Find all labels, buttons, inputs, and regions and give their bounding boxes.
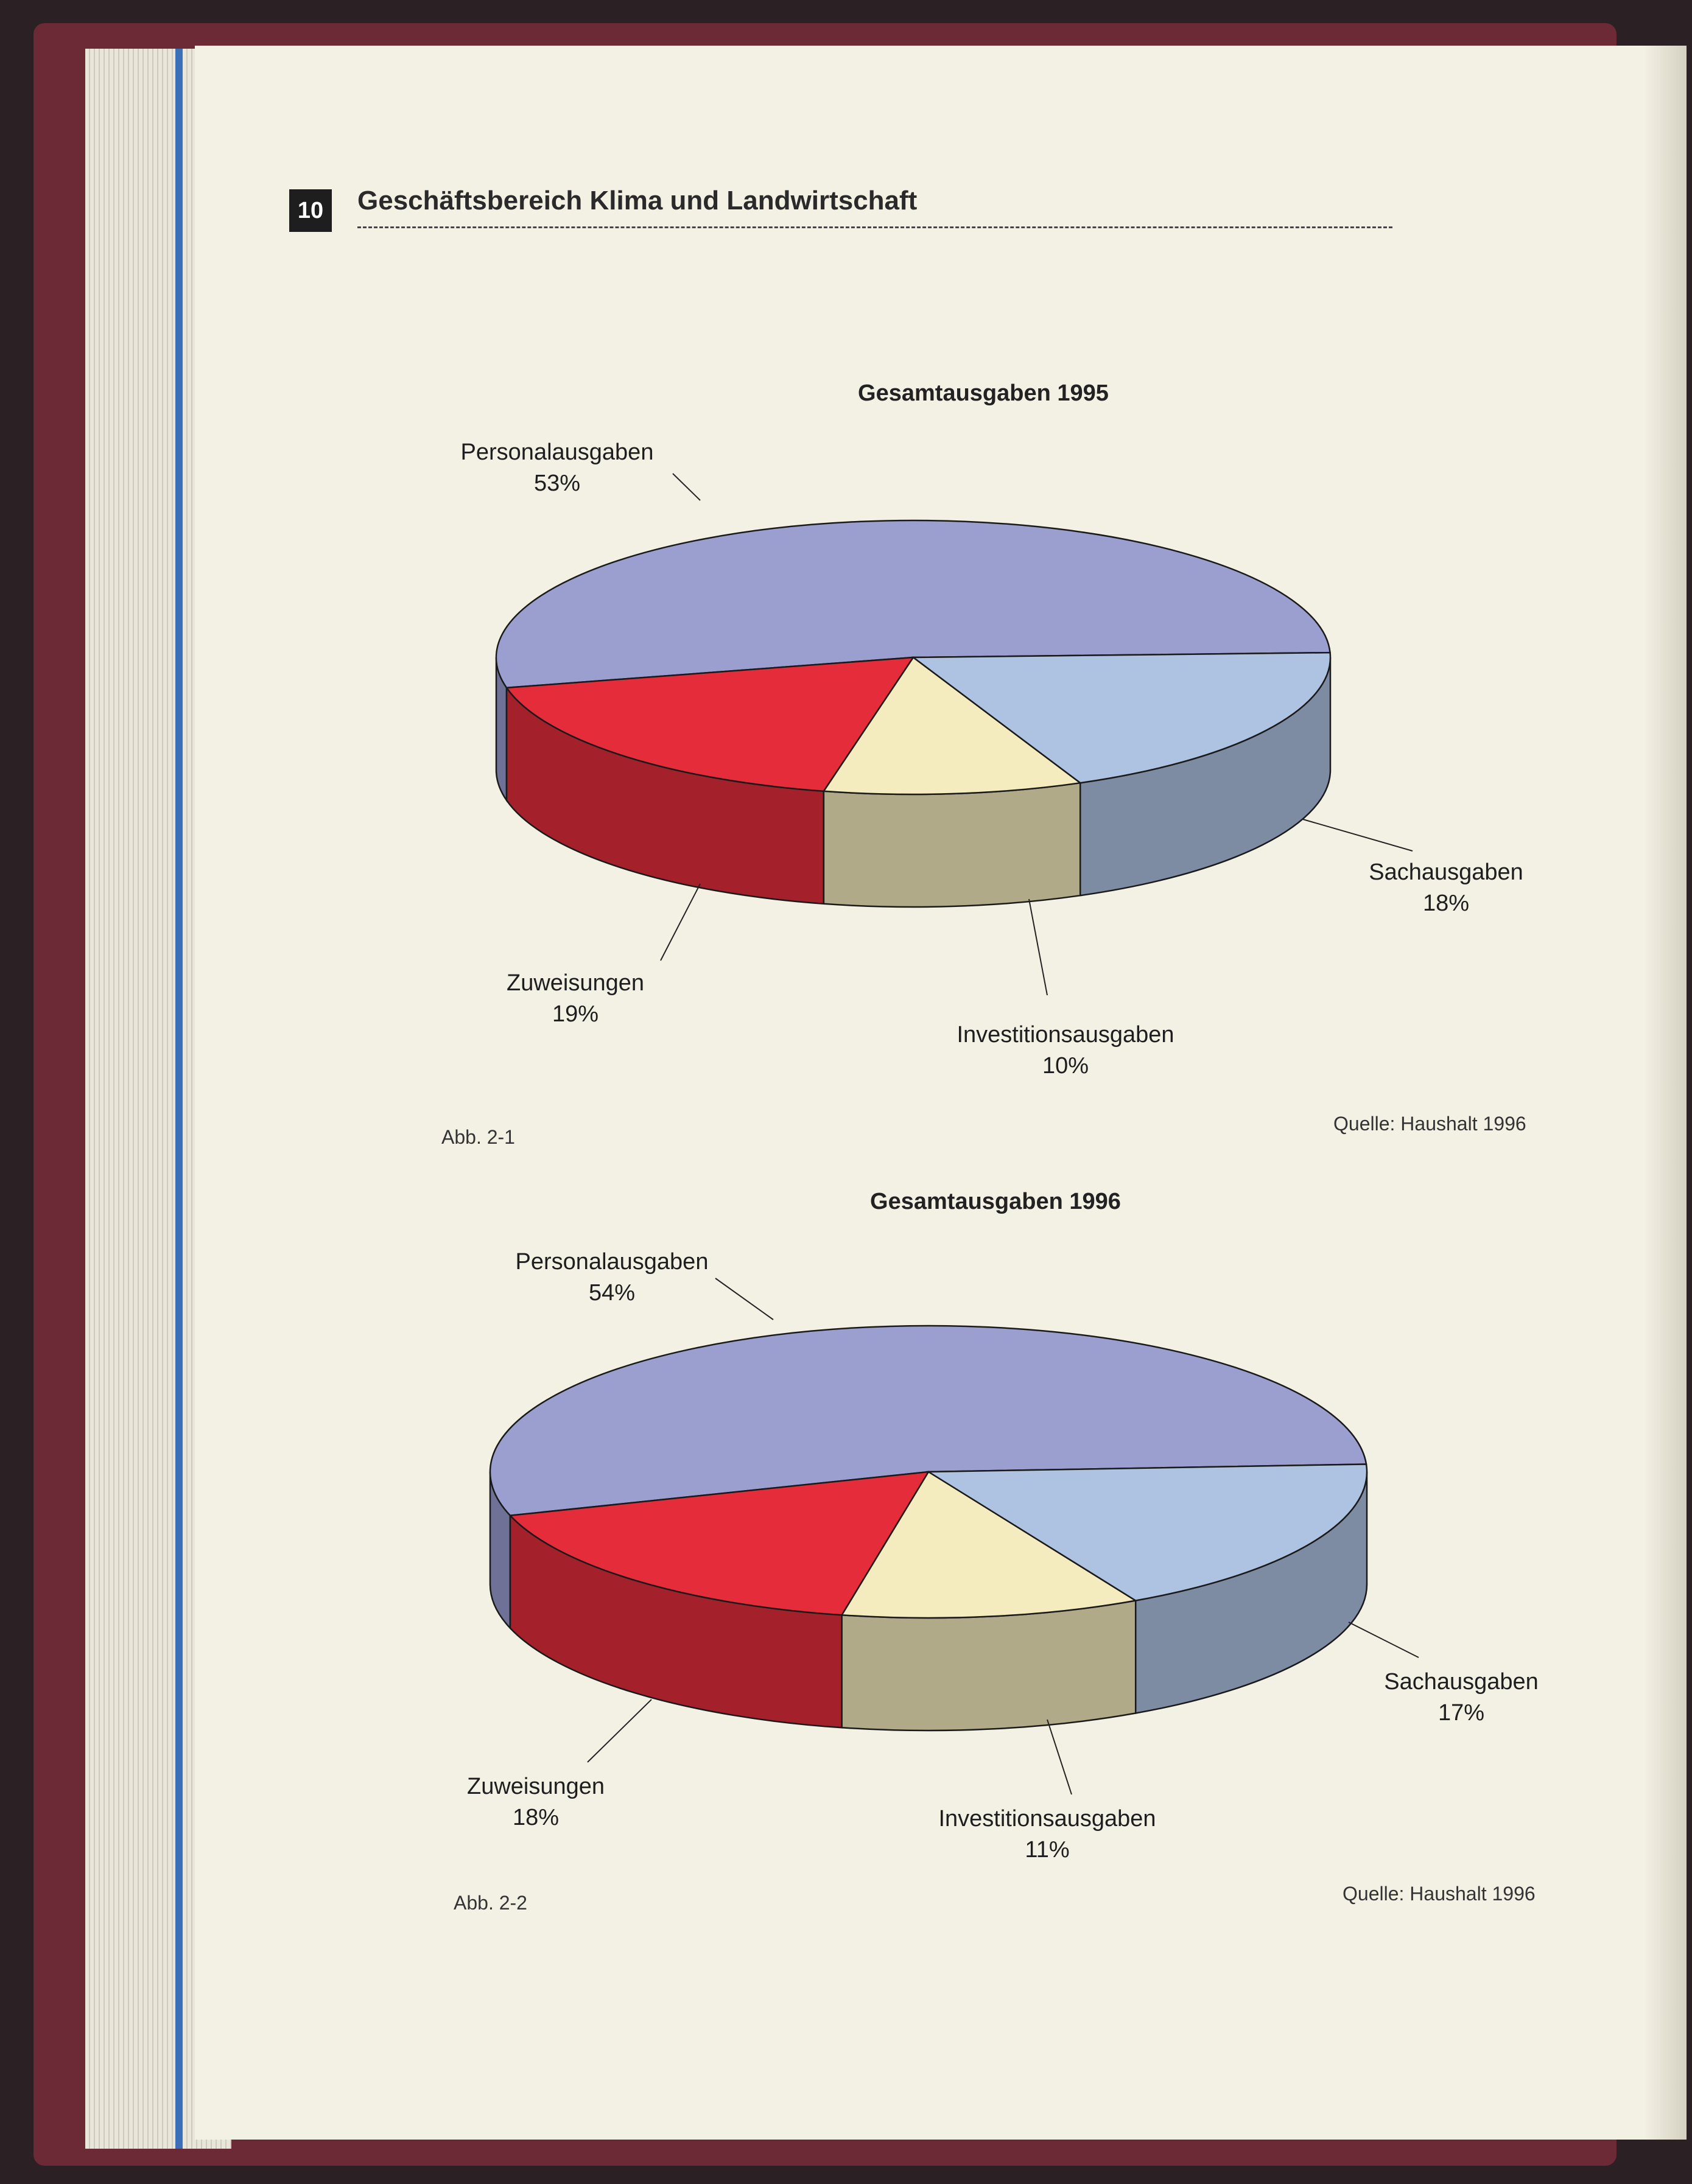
leader-line-investitionsausgaben-1 — [1047, 1719, 1072, 1795]
pie-slice-sachausgaben-0 — [505, 656, 915, 793]
pie-wall-investitionsausgaben-1 — [841, 1600, 1137, 1732]
slice-percent: 54% — [588, 1280, 636, 1306]
page-edge-stripe — [175, 49, 183, 2149]
slice-name: Zuweisungen — [466, 1774, 605, 1799]
slice-percent: 19% — [552, 1001, 599, 1027]
slice-name: Zuweisungen — [506, 970, 645, 996]
pie-label-personalausgaben-1996: Personalausgaben 54% — [516, 1247, 709, 1309]
pie-label-investitionsausgaben-1995: Investitionsausgaben 10% — [957, 1020, 1174, 1082]
pie-wall-investitionsausgaben-0 — [823, 782, 1081, 908]
slice-percent: 10% — [1042, 1053, 1089, 1079]
pie-slice-zuweisungen-1 — [925, 1463, 1368, 1601]
pie-slice-sachausgaben-1 — [508, 1471, 930, 1616]
slice-name: Personalausgaben — [460, 439, 654, 465]
pie-label-sachausgaben-1995: Sachausgaben 18% — [1369, 857, 1523, 920]
leader-line-sachausgaben-0 — [1302, 819, 1413, 852]
leader-line-zuweisungen-1 — [587, 1699, 652, 1763]
leader-line-zuweisungen-0 — [660, 883, 701, 961]
pie-slice-investitionsausgaben-1 — [840, 1471, 1138, 1619]
pie-slice-personalausgaben-1 — [489, 1325, 1367, 1517]
leader-line-sachausgaben-1 — [1348, 1622, 1419, 1658]
pie-slice-personalausgaben-0 — [495, 519, 1331, 689]
figure-source-abb-2-1: Quelle: Haushalt 1996 — [1333, 1113, 1526, 1135]
figure-caption-abb-2-1: Abb. 2-1 — [441, 1126, 515, 1148]
slice-percent: 53% — [533, 471, 581, 497]
slice-percent: 18% — [1422, 891, 1470, 917]
figure-caption-abb-2-2: Abb. 2-2 — [454, 1892, 527, 1914]
leader-line-investitionsausgaben-0 — [1028, 898, 1048, 996]
section-title: Geschäftsbereich Klima und Landwirtschaf… — [357, 186, 918, 215]
pie-label-personalausgaben-1995: Personalausgaben 53% — [461, 437, 654, 500]
chart-title-1995: Gesamtausgaben 1995 — [858, 380, 1109, 406]
pie-label-sachausgaben-1996: Sachausgaben 17% — [1384, 1667, 1539, 1729]
slice-percent: 11% — [1025, 1837, 1070, 1863]
header-divider — [357, 226, 1392, 228]
slice-percent: 18% — [512, 1805, 560, 1831]
chart-title-1996: Gesamtausgaben 1996 — [870, 1189, 1121, 1214]
slice-name: Sachausgaben — [1369, 859, 1523, 885]
pie-slice-zuweisungen-0 — [911, 651, 1332, 784]
pie-label-investitionsausgaben-1996: Investitionsausgaben 11% — [938, 1804, 1156, 1866]
slice-name: Personalausgaben — [515, 1249, 709, 1275]
pie-label-zuweisungen-1995: Zuweisungen 19% — [507, 968, 644, 1031]
pie-slice-investitionsausgaben-0 — [822, 656, 1083, 796]
leader-line-personalausgaben-1 — [715, 1278, 774, 1320]
figure-source-abb-2-2: Quelle: Haushalt 1996 — [1343, 1883, 1536, 1905]
slice-name: Investitionsausgaben — [938, 1806, 1156, 1832]
pie-label-zuweisungen-1996: Zuweisungen 18% — [467, 1771, 605, 1834]
leader-line-personalausgaben-0 — [672, 473, 701, 501]
slice-name: Investitionsausgaben — [957, 1022, 1174, 1048]
slice-percent: 17% — [1437, 1700, 1485, 1726]
slice-name: Sachausgaben — [1384, 1669, 1539, 1695]
page-gutter-shade — [1644, 46, 1687, 2140]
page-number: 10 — [289, 189, 332, 232]
book-page — [195, 46, 1687, 2140]
